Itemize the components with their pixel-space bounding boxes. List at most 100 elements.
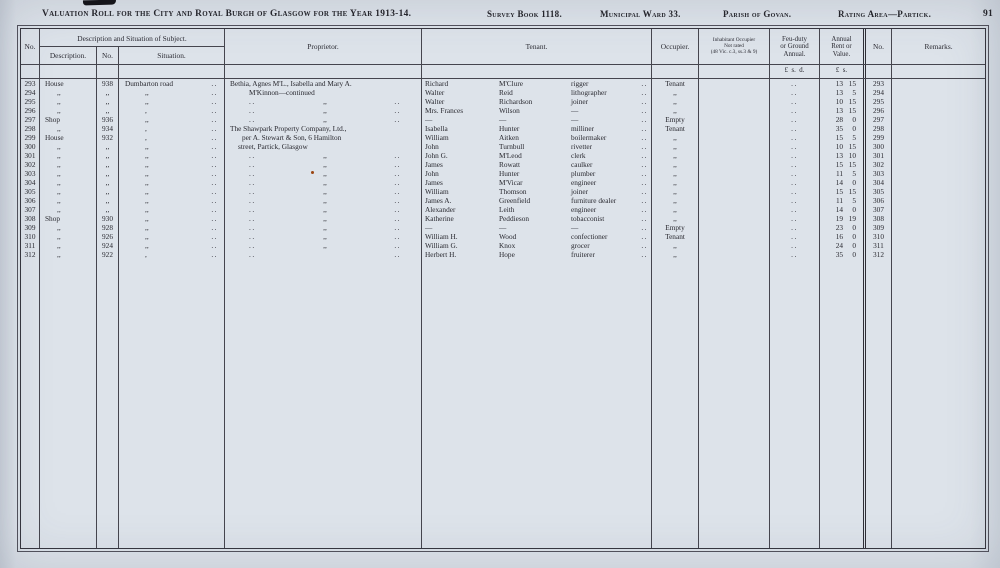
proprietor-ditto: ..,,.. [249, 151, 401, 160]
occupier-cell: ,, [652, 97, 699, 106]
pounds: 11 [835, 169, 843, 178]
tenant-dots: .. [632, 124, 652, 133]
proprietor-cell: ..,,.. [225, 214, 422, 223]
feu-duty-cell: .. [770, 196, 820, 205]
row-number-cell: 309 [21, 223, 40, 232]
remarks-cell [892, 232, 985, 241]
tenant-surname-cell: Turnbull [499, 142, 525, 151]
tenant-forename-cell: Alexander [425, 205, 456, 214]
feu-duty-cell: .. [770, 205, 820, 214]
table-row: 312 ,, 922 ,.. .... Herbert H. Hope frui… [21, 250, 985, 259]
inhabitant-occupier-cell [699, 142, 770, 151]
situation-dots: .. [211, 106, 218, 115]
annual-rent-cell: 13 10 [820, 151, 866, 160]
pounds: 24 [835, 241, 843, 250]
shillings: 0 [852, 178, 856, 187]
remarks-cell [892, 205, 985, 214]
parish: Parish of Govan. [723, 9, 792, 19]
inhabitant-occupier-cell [699, 178, 770, 187]
tenant-forename-cell: William H. [425, 232, 458, 241]
pounds: 14 [835, 178, 843, 187]
shillings: 0 [852, 223, 856, 232]
situation-cell: ,,.. [119, 151, 225, 160]
street-number-cell: 932 [97, 133, 119, 142]
header-feu-duty: Feu-duty or Ground Annual. [770, 29, 820, 64]
tenant-forename-cell: Katherine [425, 214, 454, 223]
shillings: 0 [852, 250, 856, 259]
description-cell: ,, [40, 151, 97, 160]
tenant-dots: .. [632, 133, 652, 142]
inhabitant-occupier-cell [699, 106, 770, 115]
annual-rent-cell: 11 5 [820, 196, 866, 205]
tenant-surname-cell: Wilson [499, 106, 520, 115]
occupier-cell: ,, [652, 214, 699, 223]
situation-dots: .. [211, 223, 218, 232]
proprietor-ditto: ..,,.. [249, 169, 401, 178]
occupier-cell: ,, [652, 241, 699, 250]
row-number-cell: 308 [21, 214, 40, 223]
proprietor-ditto: .... [249, 250, 401, 259]
header-description: Description. [40, 47, 97, 64]
remarks-cell [892, 241, 985, 250]
inhabitant-occupier-cell [699, 214, 770, 223]
header-street-no: No. [97, 47, 119, 64]
inhabitant-occupier-cell [699, 115, 770, 124]
description-cell: House [40, 133, 97, 142]
situation-dots: .. [211, 142, 218, 151]
proprietor-cell: per A. Stewart & Son, 6 Hamilton [225, 133, 422, 142]
occupier-cell: ,, [652, 88, 699, 97]
street-number-cell: 924 [97, 241, 119, 250]
annual-rent-cell: 24 0 [820, 241, 866, 250]
annual-rent-cell: 23 0 [820, 223, 866, 232]
proprietor-cell: ..,,.. [225, 196, 422, 205]
row-number-cell: 302 [21, 160, 40, 169]
proprietor-cell: ..,,.. [225, 223, 422, 232]
description-cell: ,, [40, 241, 97, 250]
tenant-surname-cell: Greenfield [499, 196, 531, 205]
row-number-cell: 306 [21, 196, 40, 205]
feu-duty-cell: .. [770, 79, 820, 88]
shillings: 15 [848, 187, 856, 196]
inhabitant-occupier-cell [699, 205, 770, 214]
description-cell: ,, [40, 124, 97, 133]
table-row: 310 ,, 926 ,,.. ..,,.. William H. Wood c… [21, 232, 985, 241]
tenant-forename-cell: James A. [425, 196, 452, 205]
row-number-right-cell: 295 [866, 97, 892, 106]
tenant-occupation-cell: — [571, 115, 579, 124]
row-number-right-cell: 294 [866, 88, 892, 97]
proprietor-ditto: ..,,.. [249, 214, 401, 223]
tenant-forename-cell: James [425, 160, 443, 169]
proprietor-cell: ..,,.. [225, 160, 422, 169]
tenant-surname-cell: Knox [499, 241, 516, 250]
tenant-dots: .. [632, 178, 652, 187]
row-number-cell: 295 [21, 97, 40, 106]
situation-cell: ,,.. [119, 205, 225, 214]
row-number-cell: 305 [21, 187, 40, 196]
row-number-right-cell: 308 [866, 214, 892, 223]
situation-dots: .. [211, 214, 218, 223]
tenant-dots: .. [632, 187, 652, 196]
situation-dots: .. [211, 151, 218, 160]
proprietor-ditto: ..,,.. [249, 160, 401, 169]
inhabitant-occupier-cell [699, 250, 770, 259]
annual-rent-cell: 28 0 [820, 115, 866, 124]
tenant-occupation-cell: clerk [571, 151, 586, 160]
situation-dots: .. [211, 232, 218, 241]
row-number-right-cell: 311 [866, 241, 892, 250]
rating-area: Rating Area—Partick. [838, 9, 932, 19]
tenant-surname-cell: Reid [499, 88, 513, 97]
row-number-right-cell: 304 [866, 178, 892, 187]
feu-duty-cell: .. [770, 97, 820, 106]
annual-rent-cell: 14 0 [820, 205, 866, 214]
street-number-cell: 938 [97, 79, 119, 88]
row-number-right-cell: 298 [866, 124, 892, 133]
situation-cell: ,,.. [119, 214, 225, 223]
shillings: 0 [852, 124, 856, 133]
proprietor-cell: ..,,.. [225, 187, 422, 196]
situation-dots: .. [211, 250, 218, 259]
situation-dots: .. [211, 178, 218, 187]
survey-book: Survey Book 1118. [487, 9, 562, 19]
situation-cell: ,,.. [119, 169, 225, 178]
proprietor-cell: ..,,.. [225, 178, 422, 187]
proprietor-cell: ..,,.. [225, 115, 422, 124]
